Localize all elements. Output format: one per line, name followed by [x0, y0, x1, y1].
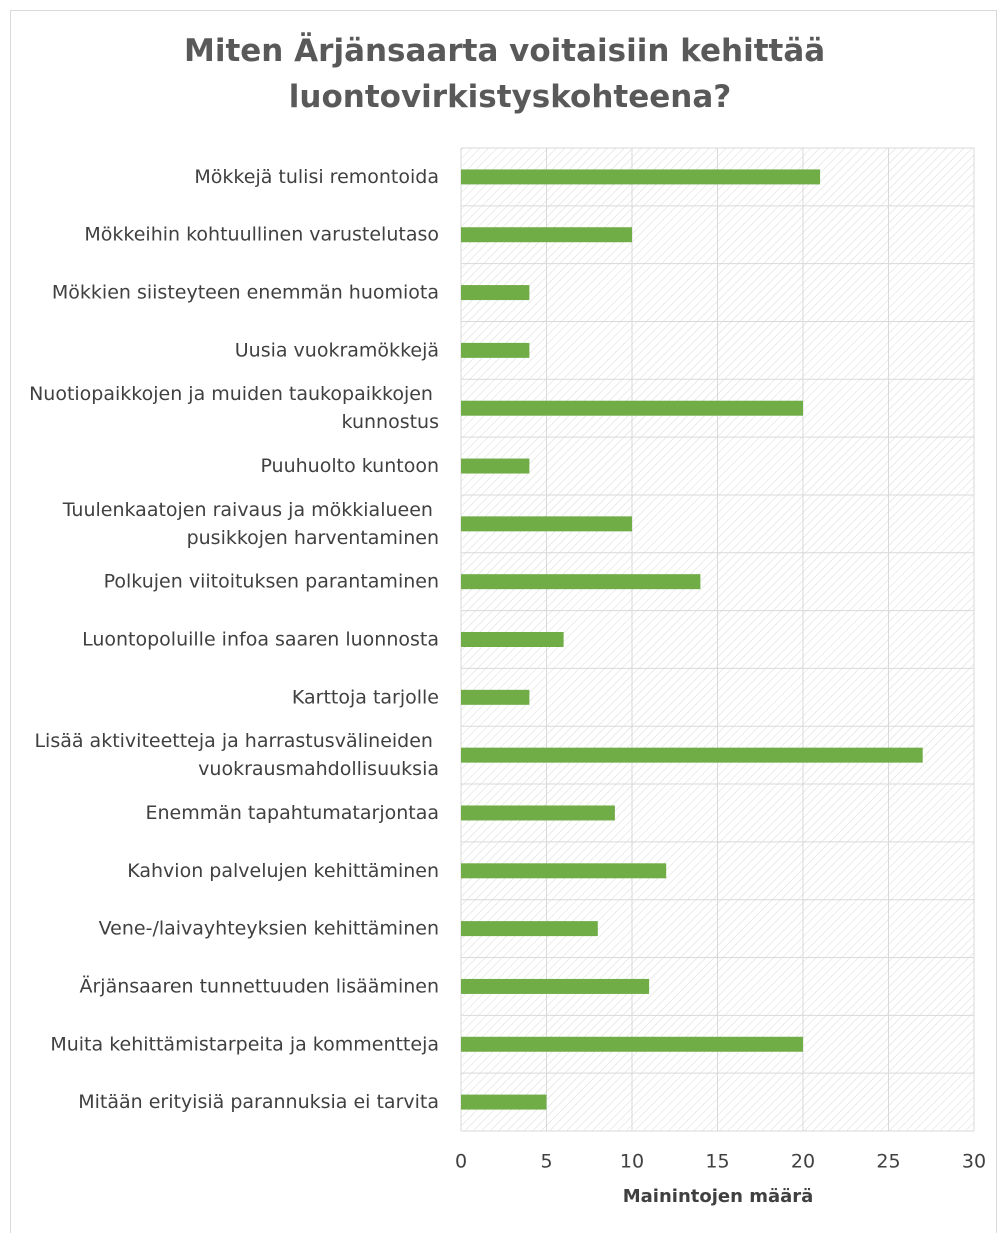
y-tick-label: Mökkejä tulisi remontoida	[194, 165, 439, 187]
bar	[461, 227, 632, 243]
y-tick-label: Uusia vuokramökkejä	[235, 339, 439, 361]
bar	[461, 169, 821, 185]
y-tick-label: Luontopoluille infoa saaren luonnosta	[82, 628, 439, 650]
y-tick-label: Tuulenkaatojen raivaus ja mökkialueen pu…	[62, 498, 439, 548]
x-axis-label: Mainintojen määrä	[623, 1186, 814, 1207]
x-tick-label: 25	[876, 1151, 900, 1173]
bar	[461, 747, 923, 763]
y-tick-label: Vene-/laivayhteyksien kehittäminen	[99, 917, 439, 939]
bar	[461, 285, 530, 301]
bar	[461, 1094, 547, 1110]
bar	[461, 863, 667, 879]
bar	[461, 342, 530, 358]
bar	[461, 632, 564, 647]
y-tick-label: Muita kehittämistarpeita ja kommentteja	[50, 1033, 439, 1055]
y-tick-label: Kahvion palvelujen kehittäminen	[127, 859, 439, 881]
y-tick-label: Mökkien siisteyteen enemmän huomiota	[52, 281, 439, 303]
bar	[461, 574, 701, 590]
chart-title: Miten Ärjänsaarta voitaisiin kehittää lu…	[184, 33, 836, 115]
y-tick-label: Puuhuolto kuntoon	[260, 455, 439, 477]
y-tick-label: Enemmän tapahtumatarjontaa	[145, 801, 439, 823]
x-tick-label: 5	[540, 1151, 552, 1173]
x-tick-label: 0	[455, 1151, 467, 1173]
y-tick-label: Polkujen viitoituksen parantaminen	[104, 570, 439, 592]
bar	[461, 978, 650, 994]
x-tick-label: 15	[705, 1151, 729, 1173]
y-tick-label: Mitään erityisiä parannuksia ei tarvita	[78, 1091, 439, 1113]
y-tick-label: Ärjänsaaren tunnettuuden lisääminen	[79, 974, 439, 997]
y-tick-label: Lisää aktiviteetteja ja harrastusvälinei…	[34, 730, 439, 780]
x-tick-label: 10	[620, 1151, 644, 1173]
bar	[461, 516, 632, 532]
x-tick-label: 20	[791, 1151, 815, 1173]
bar	[461, 458, 530, 474]
bar	[461, 689, 530, 705]
y-tick-label: Mökkeihin kohtuullinen varustelutaso	[84, 223, 439, 245]
y-tick-label: Karttoja tarjolle	[292, 686, 439, 708]
bar	[461, 400, 803, 416]
x-tick-label: 30	[962, 1151, 986, 1173]
y-tick-label: Nuotiopaikkojen ja muiden taukopaikkojen…	[29, 383, 439, 433]
bar	[461, 921, 598, 937]
bar	[461, 805, 615, 821]
bar	[461, 1036, 803, 1052]
